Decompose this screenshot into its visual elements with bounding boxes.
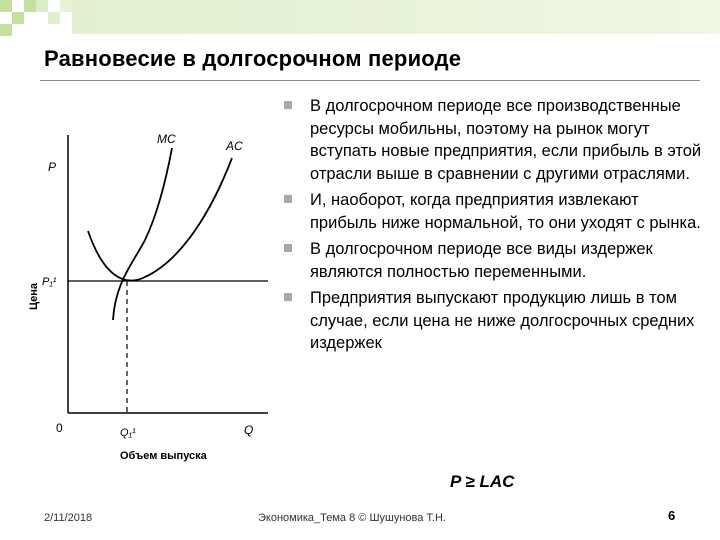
bullet-item: Предприятия выпускают продукцию лишь в т… [282, 287, 707, 355]
page-number: 6 [668, 508, 676, 523]
formula: P ≥ LAC [450, 472, 515, 491]
mc-curve [112, 147, 173, 321]
header-decoration [0, 0, 720, 36]
cost-curves-graph: MC AC P P₁¹ Цена 0 Q₁¹ Q Объем выпуска [28, 132, 268, 462]
bullet-text: Предприятия выпускают продукцию лишь в т… [310, 289, 695, 352]
footer-caption: Экономика_Тема 8 © Шушунова Т.Н. [258, 512, 446, 524]
origin-label: 0 [56, 421, 63, 435]
ac-label: AC [225, 139, 243, 153]
square-bullet-icon [284, 101, 292, 109]
bullet-item: И, наоборот, когда предприятия извлекают… [282, 189, 707, 234]
ac-curve [87, 157, 233, 282]
bullet-item: В долгосрочном периоде все производствен… [282, 95, 707, 185]
title-divider [40, 80, 700, 81]
page-title: Равновесие в долгосрочном периоде [44, 46, 462, 71]
footer-date: 2/11/2018 [44, 512, 93, 524]
y-axis-symbol: P [48, 160, 56, 174]
square-bullet-icon [284, 244, 292, 252]
bullet-text: В долгосрочном периоде все производствен… [310, 97, 702, 183]
square-bullet-icon [284, 195, 292, 203]
x-axis-symbol: Q [244, 423, 253, 437]
x-axis-label: Объем выпуска [120, 450, 208, 462]
bullet-list: В долгосрочном периоде все производствен… [282, 95, 707, 359]
square-bullet-icon [284, 293, 292, 301]
bullet-item: В долгосрочном периоде все виды издержек… [282, 238, 707, 283]
y-axis-label: Цена [28, 282, 40, 310]
quantity-level-label: Q₁¹ [120, 427, 136, 439]
bullet-text: И, наоборот, когда предприятия извлекают… [310, 191, 701, 232]
price-level-label: P₁¹ [42, 276, 57, 288]
bullet-text: В долгосрочном периоде все виды издержек… [310, 240, 653, 281]
mc-label: MC [157, 132, 176, 146]
